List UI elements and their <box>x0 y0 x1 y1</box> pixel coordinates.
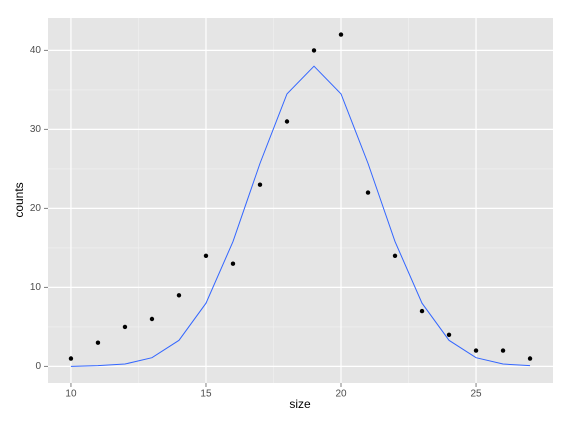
y-tick-label: 10 <box>30 282 42 293</box>
point <box>95 340 101 345</box>
point <box>68 356 74 361</box>
point <box>230 261 236 266</box>
point <box>338 32 344 37</box>
point <box>527 356 533 361</box>
x-tick-label: 10 <box>65 389 77 400</box>
point <box>284 119 290 124</box>
point <box>500 348 506 353</box>
x-axis-title: size <box>289 397 311 411</box>
point <box>365 190 371 195</box>
y-tick-label: 40 <box>30 45 42 56</box>
fit-line <box>70 65 531 367</box>
y-tick-label: 20 <box>30 203 42 214</box>
x-tick-label: 25 <box>470 389 482 400</box>
point <box>149 316 155 322</box>
point <box>203 253 209 259</box>
point <box>446 332 452 338</box>
point <box>122 324 128 330</box>
point <box>392 253 398 259</box>
point <box>311 48 317 53</box>
point <box>257 182 263 187</box>
plot-panel <box>48 18 553 383</box>
y-axis-title: counts <box>12 182 26 217</box>
x-tick-label: 15 <box>200 389 212 400</box>
y-tick-label: 0 <box>35 361 41 372</box>
x-tick-label: 20 <box>335 389 347 400</box>
point <box>473 348 479 353</box>
point <box>176 293 182 298</box>
y-tick-label: 30 <box>30 124 42 135</box>
point <box>419 308 425 314</box>
